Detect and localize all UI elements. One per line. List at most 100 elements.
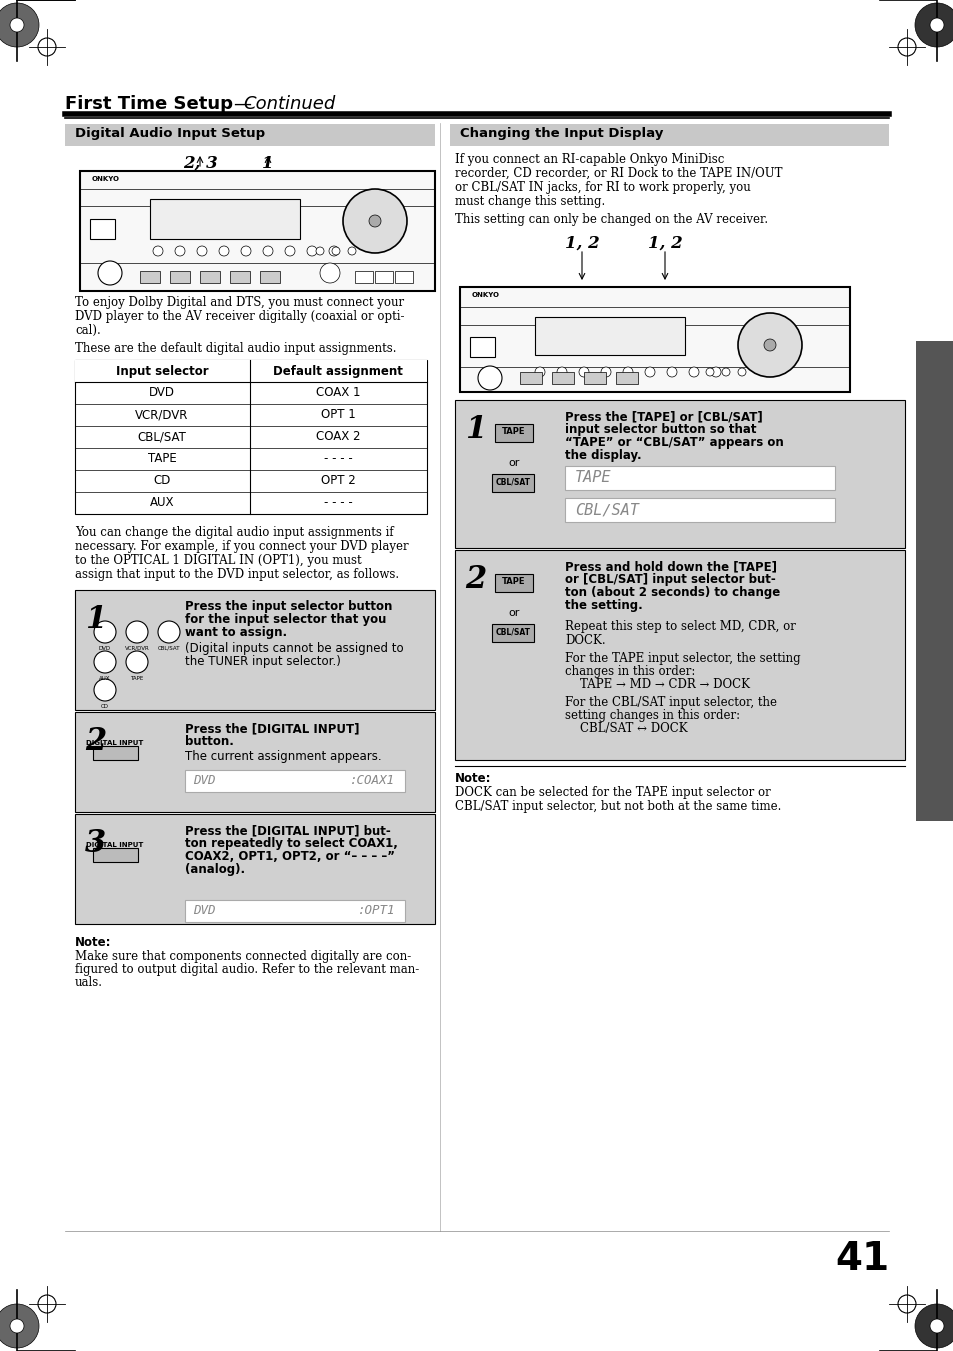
Bar bbox=[495, 424, 533, 442]
Bar bbox=[80, 172, 435, 290]
Text: You can change the digital audio input assignments if: You can change the digital audio input a… bbox=[75, 526, 394, 539]
Circle shape bbox=[738, 313, 801, 377]
Text: figured to output digital audio. Refer to the relevant man-: figured to output digital audio. Refer t… bbox=[75, 963, 418, 975]
Circle shape bbox=[329, 246, 338, 255]
Text: COAX 1: COAX 1 bbox=[315, 386, 360, 400]
Circle shape bbox=[763, 339, 775, 351]
Circle shape bbox=[348, 247, 355, 255]
Text: uals.: uals. bbox=[75, 975, 103, 989]
Text: CBL/SAT ↔ DOCK: CBL/SAT ↔ DOCK bbox=[579, 721, 687, 735]
Circle shape bbox=[557, 367, 566, 377]
Bar bbox=[260, 272, 280, 282]
Circle shape bbox=[196, 246, 207, 255]
Circle shape bbox=[738, 367, 745, 376]
Text: For the CBL/SAT input selector, the: For the CBL/SAT input selector, the bbox=[564, 696, 776, 709]
Text: 1, 2: 1, 2 bbox=[647, 235, 681, 253]
Circle shape bbox=[285, 246, 294, 255]
Text: First Time Setup: First Time Setup bbox=[65, 95, 233, 113]
Text: DVD player to the AV receiver digitally (coaxial or opti-: DVD player to the AV receiver digitally … bbox=[75, 309, 404, 323]
Text: recorder, CD recorder, or RI Dock to the TAPE IN/OUT: recorder, CD recorder, or RI Dock to the… bbox=[455, 168, 781, 180]
Circle shape bbox=[263, 246, 273, 255]
Circle shape bbox=[152, 246, 163, 255]
Text: Default assignment: Default assignment bbox=[273, 365, 402, 377]
Text: 1: 1 bbox=[464, 413, 486, 444]
Text: or: or bbox=[508, 608, 519, 617]
Circle shape bbox=[94, 680, 116, 701]
Text: 2, 3: 2, 3 bbox=[182, 155, 217, 172]
Text: (analog).: (analog). bbox=[185, 863, 245, 875]
Text: button.: button. bbox=[185, 735, 233, 748]
Text: DVD: DVD bbox=[99, 646, 111, 651]
Bar bbox=[495, 574, 533, 592]
Text: 1: 1 bbox=[85, 604, 106, 635]
Bar bbox=[455, 400, 904, 549]
Bar bbox=[492, 474, 534, 492]
Circle shape bbox=[98, 261, 122, 285]
Circle shape bbox=[914, 3, 953, 47]
Bar bbox=[535, 317, 684, 355]
Text: DOCK.: DOCK. bbox=[564, 634, 605, 647]
Circle shape bbox=[10, 1319, 24, 1333]
Circle shape bbox=[10, 18, 24, 32]
Circle shape bbox=[343, 189, 407, 253]
Bar bbox=[75, 359, 427, 382]
Text: input selector button so that: input selector button so that bbox=[564, 423, 756, 436]
Circle shape bbox=[219, 246, 229, 255]
Text: the setting.: the setting. bbox=[564, 598, 642, 612]
Bar bbox=[395, 272, 413, 282]
Bar bbox=[200, 272, 220, 282]
Circle shape bbox=[241, 246, 251, 255]
Text: setting changes in this order:: setting changes in this order: bbox=[564, 709, 740, 721]
Text: CBL/SAT: CBL/SAT bbox=[495, 477, 530, 486]
Text: This setting can only be changed on the AV receiver.: This setting can only be changed on the … bbox=[455, 213, 767, 226]
Circle shape bbox=[600, 367, 610, 377]
Text: CBL/SAT: CBL/SAT bbox=[137, 431, 186, 443]
Bar bbox=[170, 272, 190, 282]
Bar bbox=[75, 359, 427, 513]
Text: Changing the Input Display: Changing the Input Display bbox=[459, 127, 662, 141]
Text: Press the [TAPE] or [CBL/SAT]: Press the [TAPE] or [CBL/SAT] bbox=[564, 409, 762, 423]
Text: OPT 1: OPT 1 bbox=[320, 408, 355, 422]
Text: Digital Audio Input Setup: Digital Audio Input Setup bbox=[75, 127, 265, 141]
Bar bbox=[185, 900, 405, 921]
Circle shape bbox=[126, 651, 148, 673]
Text: changes in this order:: changes in this order: bbox=[564, 665, 695, 678]
Text: DIGITAL INPUT: DIGITAL INPUT bbox=[86, 740, 144, 746]
Circle shape bbox=[535, 367, 544, 377]
Bar bbox=[564, 499, 834, 521]
Bar bbox=[519, 372, 541, 384]
Text: CBL/SAT: CBL/SAT bbox=[157, 646, 180, 651]
Text: OPT 2: OPT 2 bbox=[320, 474, 355, 488]
Bar bbox=[185, 770, 405, 792]
Bar bbox=[915, 340, 953, 821]
Text: the display.: the display. bbox=[564, 449, 641, 462]
Text: COAX 2: COAX 2 bbox=[315, 431, 360, 443]
Text: the TUNER input selector.): the TUNER input selector.) bbox=[185, 655, 340, 667]
Text: DIGITAL INPUT: DIGITAL INPUT bbox=[86, 842, 144, 848]
Text: want to assign.: want to assign. bbox=[185, 626, 287, 639]
Circle shape bbox=[94, 651, 116, 673]
Bar bbox=[564, 466, 834, 490]
Text: ONKYO: ONKYO bbox=[91, 176, 120, 182]
Circle shape bbox=[705, 367, 713, 376]
Circle shape bbox=[94, 621, 116, 643]
Text: TAPE: TAPE bbox=[148, 453, 176, 466]
Bar bbox=[140, 272, 160, 282]
Text: 2: 2 bbox=[85, 725, 106, 757]
Text: Make sure that components connected digitally are con-: Make sure that components connected digi… bbox=[75, 950, 411, 963]
Text: To enjoy Dolby Digital and DTS, you must connect your: To enjoy Dolby Digital and DTS, you must… bbox=[75, 296, 404, 309]
Bar bbox=[75, 712, 435, 812]
Bar bbox=[492, 624, 534, 642]
Text: “TAPE” or “CBL/SAT” appears on: “TAPE” or “CBL/SAT” appears on bbox=[564, 436, 783, 449]
Circle shape bbox=[332, 247, 339, 255]
Text: Press the [DIGITAL INPUT]: Press the [DIGITAL INPUT] bbox=[185, 721, 359, 735]
Text: These are the default digital audio input assignments.: These are the default digital audio inpu… bbox=[75, 342, 396, 355]
Bar bbox=[355, 272, 373, 282]
Text: The current assignment appears.: The current assignment appears. bbox=[185, 750, 381, 763]
Text: 41: 41 bbox=[834, 1240, 888, 1278]
Circle shape bbox=[319, 263, 339, 282]
Circle shape bbox=[914, 1304, 953, 1348]
Bar bbox=[90, 219, 115, 239]
Bar bbox=[583, 372, 605, 384]
Circle shape bbox=[0, 1304, 39, 1348]
